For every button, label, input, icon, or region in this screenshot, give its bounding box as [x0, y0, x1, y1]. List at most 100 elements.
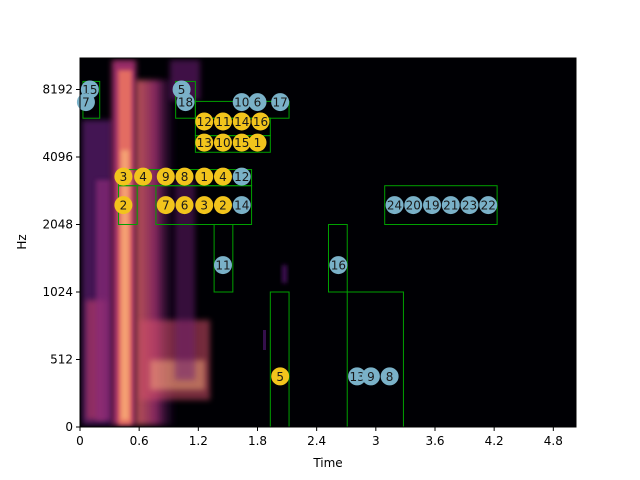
region-box: [155, 185, 253, 225]
marker-circle: [248, 93, 267, 112]
marker-circle: [195, 196, 214, 215]
marker-circle: [195, 133, 214, 152]
marker-label: 5: [276, 370, 284, 384]
note-marker: 11: [213, 256, 232, 275]
note-marker: 12: [232, 167, 251, 186]
marker-circle: [380, 367, 399, 386]
marker-label: 8: [386, 370, 394, 384]
marker-circle: [213, 112, 232, 131]
marker-circle: [213, 133, 232, 152]
marker-circle: [423, 196, 442, 215]
marker-circle: [232, 112, 251, 131]
x-tick-label: 3: [372, 434, 380, 448]
marker-circle: [248, 133, 267, 152]
marker-circle: [232, 167, 251, 186]
marker-circle: [213, 256, 232, 275]
marker-label: 2: [219, 199, 227, 213]
x-tick-label: 1.8: [248, 434, 267, 448]
marker-circle: [195, 167, 214, 186]
x-tick-label: 4.8: [544, 434, 563, 448]
marker-circle: [329, 256, 348, 275]
y-tick-label: 0: [65, 420, 73, 434]
note-marker: 9: [361, 367, 380, 386]
marker-label: 12: [197, 115, 212, 129]
marker-circle: [175, 196, 194, 215]
note-marker: 15: [232, 133, 251, 152]
note-marker: 17: [271, 93, 290, 112]
marker-label: 7: [82, 96, 90, 110]
marker-label: 1: [254, 136, 262, 150]
y-tick-label: 8192: [42, 83, 73, 97]
marker-circle: [385, 196, 404, 215]
x-axis-label: Time: [312, 456, 342, 470]
marker-circle: [213, 167, 232, 186]
note-marker: 13: [348, 367, 367, 386]
marker-circle: [156, 167, 175, 186]
marker-circle: [213, 196, 232, 215]
note-marker: 14: [232, 196, 251, 215]
note-marker: 1: [195, 167, 214, 186]
marker-circle: [404, 196, 423, 215]
note-marker: 16: [329, 256, 348, 275]
marker-circle: [232, 133, 251, 152]
marker-circle: [460, 196, 479, 215]
note-marker: 4: [213, 167, 232, 186]
note-marker: 12: [195, 112, 214, 131]
note-marker: 13: [195, 133, 214, 152]
marker-circle: [251, 112, 270, 131]
note-marker: 5: [271, 367, 290, 386]
marker-label: 14: [234, 199, 249, 213]
marker-label: 21: [443, 199, 458, 213]
note-marker: 11: [213, 112, 232, 131]
marker-label: 7: [162, 199, 170, 213]
note-marker: 19: [423, 196, 442, 215]
marker-label: 12: [234, 170, 249, 184]
marker-label: 17: [273, 96, 288, 110]
marker-circle: [361, 367, 380, 386]
marker-label: 10: [215, 136, 230, 150]
marker-circle: [271, 367, 290, 386]
marker-label: 8: [181, 170, 189, 184]
x-tick-label: 4.2: [485, 434, 504, 448]
marker-label: 13: [197, 136, 212, 150]
marker-label: 16: [331, 259, 346, 273]
marker-circle: [114, 167, 133, 186]
marker-circle: [134, 167, 153, 186]
x-tick-label: 2.4: [307, 434, 326, 448]
marker-label: 22: [481, 199, 496, 213]
y-axis-ticks: 0 512 1024 2048 4096 8192: [42, 83, 80, 434]
note-marker: 16: [251, 112, 270, 131]
note-marker: 1: [248, 133, 267, 152]
marker-label: 2: [120, 199, 128, 213]
marker-label: 4: [219, 170, 227, 184]
marker-label: 4: [139, 170, 147, 184]
note-marker: 20: [404, 196, 423, 215]
x-tick-label: 3.6: [425, 434, 444, 448]
marker-circle: [114, 196, 133, 215]
axes-frame: [79, 57, 577, 428]
note-marker: 3: [195, 196, 214, 215]
note-marker: 2: [114, 196, 133, 215]
note-marker: 18: [176, 93, 195, 112]
marker-label: 13: [349, 370, 364, 384]
y-tick-label: 1024: [42, 285, 73, 299]
note-marker: 14: [232, 112, 251, 131]
marker-circle: [156, 196, 175, 215]
note-marker: 24: [385, 196, 404, 215]
note-marker: 7: [76, 93, 95, 112]
marker-label: 18: [178, 96, 193, 110]
note-marker: 8: [175, 167, 194, 186]
marker-label: 3: [120, 170, 128, 184]
marker-circle: [232, 93, 251, 112]
note-marker: 3: [114, 167, 133, 186]
marker-label: 16: [253, 115, 268, 129]
marker-label: 11: [215, 115, 230, 129]
note-marker: 4: [134, 167, 153, 186]
marker-circle: [479, 196, 498, 215]
note-marker: 2: [213, 196, 232, 215]
y-axis-label: Hz: [15, 234, 29, 249]
spectrogram-energy: [82, 60, 287, 425]
marker-circle: [175, 167, 194, 186]
x-tick-label: 0: [76, 434, 84, 448]
